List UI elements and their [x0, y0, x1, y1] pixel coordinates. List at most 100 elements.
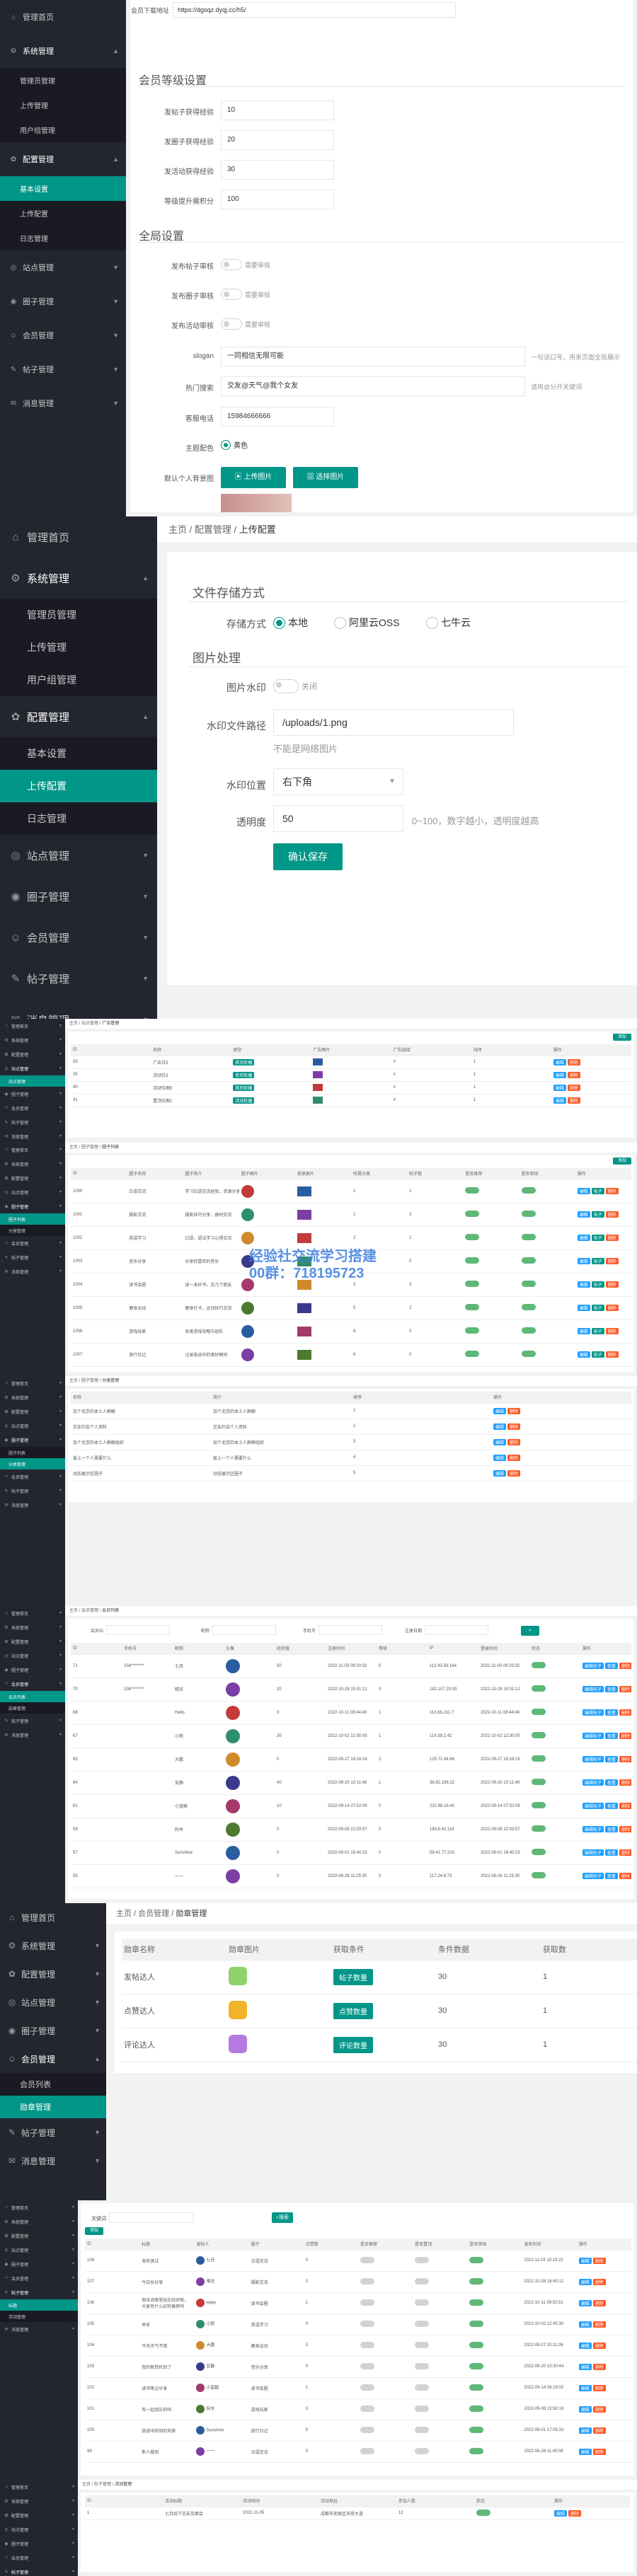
- audit-toggle[interactable]: [469, 2299, 484, 2306]
- watermark-path-input[interactable]: /uploads/1.png: [273, 709, 514, 736]
- audit-toggle[interactable]: [521, 1234, 536, 1240]
- sidebar-item-circle[interactable]: ◉ 圈子管理 ▼: [4, 1438, 62, 1443]
- add-button[interactable]: 添加: [613, 1157, 631, 1165]
- delete-button[interactable]: 删除: [619, 1756, 631, 1762]
- delete-button[interactable]: 删除: [619, 1709, 631, 1716]
- sidebar-item-circle[interactable]: ◉ 圈子管理 ▼: [11, 891, 149, 903]
- sidebar-item-member[interactable]: ☺ 会员管理 ▼: [4, 2555, 75, 2561]
- sidebar-item-config[interactable]: ✿ 配置管理 ▼: [4, 2234, 75, 2239]
- sidebar-item-member[interactable]: ☺ 会员管理 ▼: [4, 1682, 62, 1687]
- sidebar-item-circle[interactable]: ◉ 圈子管理 ▼: [4, 2541, 75, 2547]
- recommend-toggle[interactable]: [465, 1234, 480, 1240]
- storage-local-radio[interactable]: 本地: [273, 616, 308, 630]
- sidebar-item-admin[interactable]: 管理员管理: [0, 599, 157, 631]
- sidebar-item-home[interactable]: ⌂ 管理首页 ▼: [0, 2480, 78, 2494]
- sidebar-item-category[interactable]: 分类管理: [0, 1225, 65, 1236]
- sidebar-item-circle[interactable]: ◉ 圈子管理 ▼: [4, 2262, 75, 2268]
- delete-button[interactable]: 删除: [605, 1258, 619, 1264]
- edit-button[interactable]: 编辑: [578, 2257, 592, 2264]
- status-toggle[interactable]: [532, 1732, 546, 1738]
- delete-button[interactable]: 删除: [605, 1305, 619, 1311]
- delete-button[interactable]: 删除: [605, 1211, 619, 1218]
- edit-button[interactable]: 编辑: [578, 2405, 592, 2413]
- audit-switch[interactable]: 需要审核: [221, 259, 270, 270]
- sidebar-item-post[interactable]: ✎ 帖子管理 ▼: [4, 1489, 62, 1494]
- edit-posts-button[interactable]: 编辑帖子: [583, 1663, 604, 1669]
- sidebar-item-home[interactable]: ⌂ 管理首页: [0, 516, 157, 558]
- edit-button[interactable]: 编辑: [553, 1071, 566, 1078]
- edit-button[interactable]: 编辑: [577, 1328, 590, 1334]
- sidebar-item-user-group[interactable]: 用户组管理: [0, 664, 157, 696]
- delete-button[interactable]: 删除: [605, 1351, 619, 1358]
- search-input[interactable]: [109, 2212, 194, 2223]
- status-toggle[interactable]: [532, 1872, 546, 1878]
- sidebar-item-log[interactable]: 日志管理: [0, 802, 157, 835]
- sidebar-item-config[interactable]: ✿ 配置管理 ▼: [4, 1409, 62, 1415]
- add-button[interactable]: 添加: [85, 2227, 103, 2235]
- recommend-toggle[interactable]: [360, 2405, 374, 2412]
- recommend-toggle[interactable]: [465, 1257, 480, 1264]
- watermark-position-select[interactable]: 右下角 ▼: [273, 768, 403, 795]
- posts-button[interactable]: 帖子: [591, 1328, 604, 1334]
- view-button[interactable]: 查看: [605, 1733, 619, 1739]
- edit-button[interactable]: 编辑: [577, 1188, 590, 1194]
- sidebar-item-member[interactable]: ☺ 会员管理 ▼: [4, 1241, 62, 1247]
- sidebar-item-site[interactable]: 站点管理: [0, 1075, 65, 1087]
- recommend-toggle[interactable]: [465, 1351, 480, 1357]
- delete-button[interactable]: 删除: [605, 1188, 619, 1194]
- edit-posts-button[interactable]: 编辑帖子: [583, 1803, 604, 1809]
- edit-posts-button[interactable]: 编辑帖子: [583, 1756, 604, 1762]
- posts-button[interactable]: 帖子: [591, 1351, 604, 1358]
- edit-button[interactable]: 编辑: [578, 2299, 592, 2306]
- delete-button[interactable]: 删除: [592, 2278, 606, 2285]
- sidebar-item-home[interactable]: ⌂ 管理首页: [0, 1903, 106, 1931]
- status-toggle[interactable]: [476, 2509, 490, 2516]
- delete-button[interactable]: 删除: [507, 1438, 521, 1445]
- sidebar-item-member-list[interactable]: 会员列表: [0, 1691, 65, 1702]
- edit-posts-button[interactable]: 编辑帖子: [583, 1873, 604, 1879]
- delete-button[interactable]: 删除: [567, 1097, 580, 1104]
- edit-button[interactable]: 编辑: [577, 1258, 590, 1264]
- sidebar-item-site[interactable]: ◎ 站点管理 ▼: [0, 250, 126, 284]
- sidebar-item-log[interactable]: 日志管理: [0, 226, 126, 250]
- audit-toggle[interactable]: [469, 2405, 484, 2412]
- sidebar-item-site[interactable]: ◎ 站点管理 ▼: [8, 1997, 101, 2008]
- level-input[interactable]: 10: [221, 100, 334, 120]
- status-toggle[interactable]: [532, 1662, 546, 1668]
- edit-button[interactable]: 编辑: [493, 1469, 507, 1477]
- audit-toggle[interactable]: [469, 2426, 484, 2433]
- edit-posts-button[interactable]: 编辑帖子: [583, 1686, 604, 1692]
- recommend-toggle[interactable]: [360, 2384, 374, 2391]
- level-input[interactable]: 20: [221, 130, 334, 150]
- edit-button[interactable]: 编辑: [577, 1351, 590, 1358]
- delete-button[interactable]: 删除: [507, 1469, 521, 1477]
- sidebar-item-upload-manage[interactable]: 上传管理: [0, 93, 126, 117]
- sidebar-item-medal[interactable]: 勋章管理: [0, 1702, 65, 1714]
- sidebar-item-config[interactable]: ✿ 配置管理 ▼: [4, 2513, 75, 2519]
- status-toggle[interactable]: [532, 1709, 546, 1715]
- recommend-toggle[interactable]: [465, 1187, 480, 1194]
- edit-button[interactable]: 编辑: [578, 2278, 592, 2285]
- sidebar-item-post[interactable]: ✎ 帖子管理 ▼: [8, 2127, 101, 2138]
- recommend-toggle[interactable]: [360, 2320, 374, 2327]
- sidebar-item-member[interactable]: ☺ 会员管理 ▼: [9, 331, 119, 341]
- storage-qiniu-radio[interactable]: 七牛云: [426, 616, 471, 630]
- sidebar-item-circle[interactable]: ◉ 圈子管理 ▼: [8, 2026, 101, 2036]
- sidebar-item-home[interactable]: ⌂ 管理首页 ▼: [0, 1606, 65, 1620]
- watermark-switch[interactable]: 关闭: [273, 679, 317, 693]
- recommend-toggle[interactable]: [360, 2341, 374, 2348]
- top-toggle[interactable]: [415, 2384, 430, 2391]
- audit-toggle[interactable]: [469, 2277, 484, 2285]
- sidebar-item-system[interactable]: ⚙ 系统管理 ▼: [4, 1162, 62, 1167]
- search-button[interactable]: ⌕: [521, 1626, 539, 1636]
- recommend-toggle[interactable]: [465, 1327, 480, 1334]
- edit-button[interactable]: 编辑: [554, 2509, 568, 2517]
- view-button[interactable]: 查看: [605, 1663, 619, 1669]
- edit-posts-button[interactable]: 编辑帖子: [583, 1779, 604, 1786]
- search-button[interactable]: ⌕搜索: [272, 2212, 293, 2223]
- delete-button[interactable]: 删除: [507, 1423, 521, 1430]
- filter-input[interactable]: [318, 1625, 382, 1635]
- delete-button[interactable]: 删除: [605, 1328, 619, 1334]
- sidebar-item-post[interactable]: ✎ 帖子管理 ▼: [4, 1120, 62, 1126]
- edit-posts-button[interactable]: 编辑帖子: [583, 1849, 604, 1856]
